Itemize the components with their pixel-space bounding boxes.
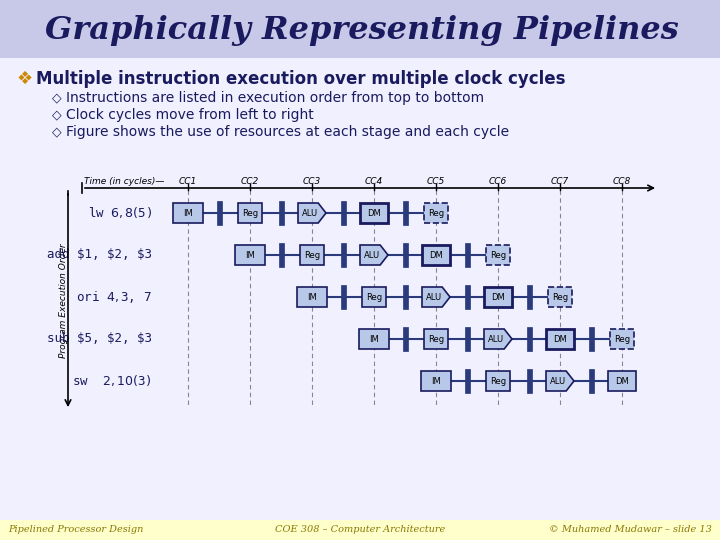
Bar	[217, 201, 222, 225]
Bar	[526, 327, 531, 351]
Text: Multiple instruction execution over multiple clock cycles: Multiple instruction execution over mult…	[36, 70, 565, 88]
Bar	[484, 287, 512, 307]
Text: lw $6, 8($5): lw $6, 8($5)	[88, 206, 152, 220]
Text: IM: IM	[431, 376, 441, 386]
Text: Reg: Reg	[366, 293, 382, 301]
Text: add $1, $2, $3: add $1, $2, $3	[47, 248, 152, 261]
Text: Program Execution Order: Program Execution Order	[58, 243, 68, 358]
Text: ◇: ◇	[52, 91, 62, 104]
Text: Time (in cycles)—: Time (in cycles)—	[84, 177, 164, 186]
Bar	[362, 287, 386, 307]
Bar	[421, 371, 451, 391]
Text: Graphically Representing Pipelines: Graphically Representing Pipelines	[45, 16, 679, 46]
Bar	[464, 243, 469, 267]
Bar	[548, 287, 572, 307]
Text: CC3: CC3	[303, 177, 321, 186]
Bar	[300, 245, 324, 265]
Bar	[424, 329, 448, 349]
Text: Reg: Reg	[304, 251, 320, 260]
Bar	[486, 371, 510, 391]
Text: ALU: ALU	[550, 376, 566, 386]
Text: © Muhamed Mudawar – slide 13: © Muhamed Mudawar – slide 13	[549, 525, 712, 535]
Bar	[588, 369, 593, 393]
Bar	[297, 287, 327, 307]
Text: CC4: CC4	[365, 177, 383, 186]
Text: IM: IM	[183, 208, 193, 218]
Bar	[464, 369, 469, 393]
Text: ❖: ❖	[16, 70, 32, 88]
Text: ALU: ALU	[364, 251, 380, 260]
Bar	[610, 329, 634, 349]
Bar	[588, 327, 593, 351]
Bar	[464, 327, 469, 351]
Bar	[0, 0, 720, 58]
Bar	[526, 285, 531, 309]
Text: DM: DM	[615, 376, 629, 386]
Text: IM: IM	[369, 334, 379, 343]
Polygon shape	[484, 329, 512, 349]
Text: DM: DM	[429, 251, 443, 260]
Text: ◇: ◇	[52, 108, 62, 121]
Bar	[235, 245, 265, 265]
Text: CC1: CC1	[179, 177, 197, 186]
Text: DM: DM	[491, 293, 505, 301]
Bar	[546, 329, 574, 349]
Polygon shape	[298, 203, 326, 223]
Polygon shape	[546, 371, 574, 391]
Text: Pipelined Processor Design: Pipelined Processor Design	[8, 525, 143, 535]
Text: CC6: CC6	[489, 177, 507, 186]
Text: CC2: CC2	[241, 177, 259, 186]
Text: Reg: Reg	[490, 251, 506, 260]
Bar	[486, 245, 510, 265]
Bar	[422, 245, 450, 265]
Text: DM: DM	[367, 208, 381, 218]
Text: Reg: Reg	[428, 208, 444, 218]
Text: ori $4, $3, 7: ori $4, $3, 7	[76, 289, 152, 305]
Bar	[402, 285, 408, 309]
Bar	[279, 201, 284, 225]
Bar	[341, 243, 346, 267]
Text: Reg: Reg	[490, 376, 506, 386]
Bar	[526, 369, 531, 393]
Polygon shape	[422, 287, 450, 307]
Text: Reg: Reg	[242, 208, 258, 218]
Text: IM: IM	[245, 251, 255, 260]
Bar	[0, 520, 720, 540]
Bar	[608, 371, 636, 391]
Text: ALU: ALU	[302, 208, 318, 218]
Bar	[424, 203, 448, 223]
Bar	[279, 243, 284, 267]
Bar	[402, 243, 408, 267]
Text: CC5: CC5	[427, 177, 445, 186]
Text: CC7: CC7	[551, 177, 569, 186]
Text: ALU: ALU	[488, 334, 504, 343]
Text: Figure shows the use of resources at each stage and each cycle: Figure shows the use of resources at eac…	[66, 125, 509, 139]
Bar	[173, 203, 203, 223]
Text: sw  $2, 10($3): sw $2, 10($3)	[72, 374, 152, 388]
Text: ALU: ALU	[426, 293, 442, 301]
Text: IM: IM	[307, 293, 317, 301]
Text: DM: DM	[553, 334, 567, 343]
Bar	[464, 285, 469, 309]
Text: ◇: ◇	[52, 125, 62, 138]
Text: Reg: Reg	[428, 334, 444, 343]
Bar	[238, 203, 262, 223]
Text: Clock cycles move from left to right: Clock cycles move from left to right	[66, 108, 314, 122]
Text: COE 308 – Computer Architecture: COE 308 – Computer Architecture	[275, 525, 445, 535]
Polygon shape	[360, 245, 388, 265]
Bar	[360, 203, 388, 223]
Text: sub $5, $2, $3: sub $5, $2, $3	[47, 333, 152, 346]
Text: Reg: Reg	[614, 334, 630, 343]
Bar	[359, 329, 389, 349]
Text: Instructions are listed in execution order from top to bottom: Instructions are listed in execution ord…	[66, 91, 484, 105]
Bar	[341, 201, 346, 225]
Bar	[341, 285, 346, 309]
Bar	[402, 327, 408, 351]
Text: Reg: Reg	[552, 293, 568, 301]
Bar	[402, 201, 408, 225]
Text: CC8: CC8	[613, 177, 631, 186]
